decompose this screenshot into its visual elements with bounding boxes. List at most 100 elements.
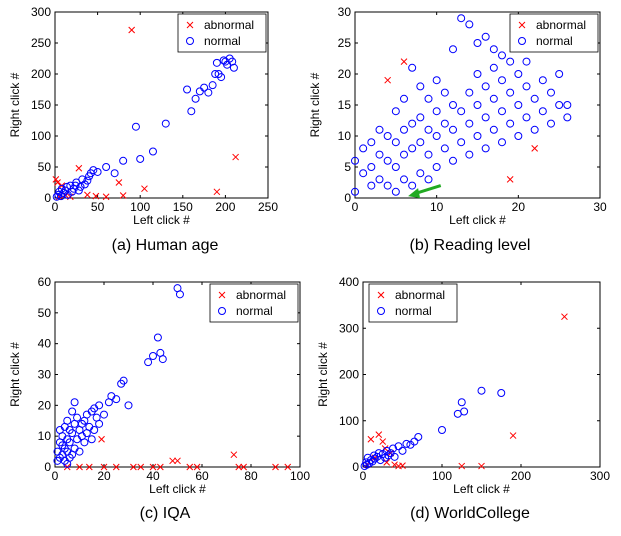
- point-abnormal: [84, 191, 91, 199]
- point-normal: [465, 20, 474, 29]
- point-normal: [408, 63, 417, 72]
- point-normal: [89, 166, 98, 175]
- point-normal: [398, 446, 407, 455]
- legend-marker-abnormal: [518, 21, 526, 29]
- x-tick-label: 60: [195, 469, 209, 483]
- point-abnormal: [383, 459, 391, 466]
- point-normal: [68, 407, 77, 416]
- point-abnormal: [399, 462, 406, 469]
- point-abnormal: [112, 463, 120, 471]
- y-tick-label: 400: [339, 275, 359, 289]
- point-normal: [481, 113, 490, 122]
- caption-c: (c) IQA: [139, 505, 191, 522]
- point-normal: [457, 398, 466, 407]
- point-abnormal: [213, 188, 221, 196]
- point-normal: [74, 186, 83, 195]
- legend-label-abnormal: abnormal: [236, 288, 286, 302]
- point-normal: [144, 358, 153, 367]
- point-normal: [438, 426, 446, 434]
- point-normal: [359, 144, 368, 153]
- point-abnormal: [85, 463, 93, 471]
- x-tick-label: 100: [290, 469, 310, 483]
- legend: abnormal normal: [509, 13, 599, 53]
- legend-box: [209, 283, 299, 323]
- point-abnormal: [76, 463, 83, 471]
- legend-box: [177, 13, 267, 53]
- point-normal: [416, 138, 425, 147]
- point-normal: [70, 398, 79, 407]
- point-normal: [149, 352, 157, 360]
- point-normal: [457, 138, 466, 147]
- y-tick-label: 0: [44, 460, 51, 474]
- point-normal: [416, 113, 425, 122]
- point-abnormal: [478, 462, 485, 470]
- point-normal: [538, 107, 547, 116]
- x-tick-label: 0: [360, 469, 367, 483]
- point-normal: [414, 432, 423, 441]
- point-abnormal: [115, 179, 123, 186]
- x-tick-label: 50: [91, 200, 105, 214]
- point-abnormal: [92, 192, 100, 200]
- y-tick-label: 30: [338, 5, 352, 19]
- point-normal: [95, 419, 104, 428]
- point-normal: [440, 119, 449, 128]
- point-normal: [489, 63, 498, 72]
- point-normal: [200, 83, 209, 92]
- x-tick-label: 150: [173, 200, 193, 214]
- point-normal: [370, 454, 379, 463]
- point-normal: [383, 181, 392, 190]
- point-normal: [59, 189, 68, 198]
- y-tick-label: 0: [44, 191, 51, 205]
- point-normal: [400, 150, 408, 159]
- point-normal: [460, 407, 469, 416]
- point-normal: [375, 125, 384, 134]
- point-normal: [424, 150, 433, 159]
- point-normal: [498, 51, 506, 60]
- point-normal: [78, 175, 87, 184]
- point-normal: [394, 442, 403, 451]
- legend-box: [368, 283, 458, 323]
- point-abnormal: [102, 193, 110, 201]
- point-abnormal: [128, 26, 136, 34]
- point-abnormal: [272, 463, 279, 471]
- point-abnormal: [230, 451, 238, 459]
- point-normal: [119, 376, 128, 385]
- point-abnormal: [379, 438, 387, 445]
- point-normal: [408, 181, 417, 190]
- point-normal: [489, 125, 498, 134]
- point-normal: [530, 125, 539, 134]
- point-abnormal: [240, 463, 248, 471]
- legend-box: [509, 13, 599, 53]
- point-normal: [465, 150, 474, 159]
- point-normal: [449, 45, 457, 54]
- point-normal: [368, 457, 377, 466]
- point-abnormal: [561, 313, 568, 321]
- x-tick-label: 100: [130, 200, 150, 214]
- point-normal: [80, 438, 89, 447]
- point-abnormal: [149, 463, 157, 471]
- point-normal: [124, 401, 133, 410]
- x-tick-label: 0: [52, 469, 59, 483]
- chart-1: 0 10 20 30 0 5 10 15 20 25 30 Left click # Right cli…: [308, 5, 607, 227]
- point-normal: [555, 70, 564, 78]
- chart-0: 0 50 100 150 200 250 0 50 100 150 200 250 300 Left cl…: [8, 5, 278, 227]
- point-normal: [489, 94, 498, 103]
- point-normal: [481, 82, 490, 91]
- point-normal: [131, 122, 140, 131]
- y-tick-label: 30: [38, 368, 52, 382]
- point-normal: [432, 163, 441, 171]
- point-normal: [449, 156, 457, 165]
- x-tick-label: 100: [432, 469, 452, 483]
- x-tick-label: 20: [97, 469, 111, 483]
- point-normal: [555, 101, 564, 109]
- point-abnormal: [400, 58, 408, 65]
- point-normal: [183, 85, 192, 94]
- point-normal: [83, 176, 92, 185]
- point-normal: [449, 125, 457, 134]
- point-normal: [360, 462, 369, 471]
- point-normal: [351, 187, 359, 196]
- point-normal: [389, 444, 398, 453]
- point-normal: [383, 156, 392, 165]
